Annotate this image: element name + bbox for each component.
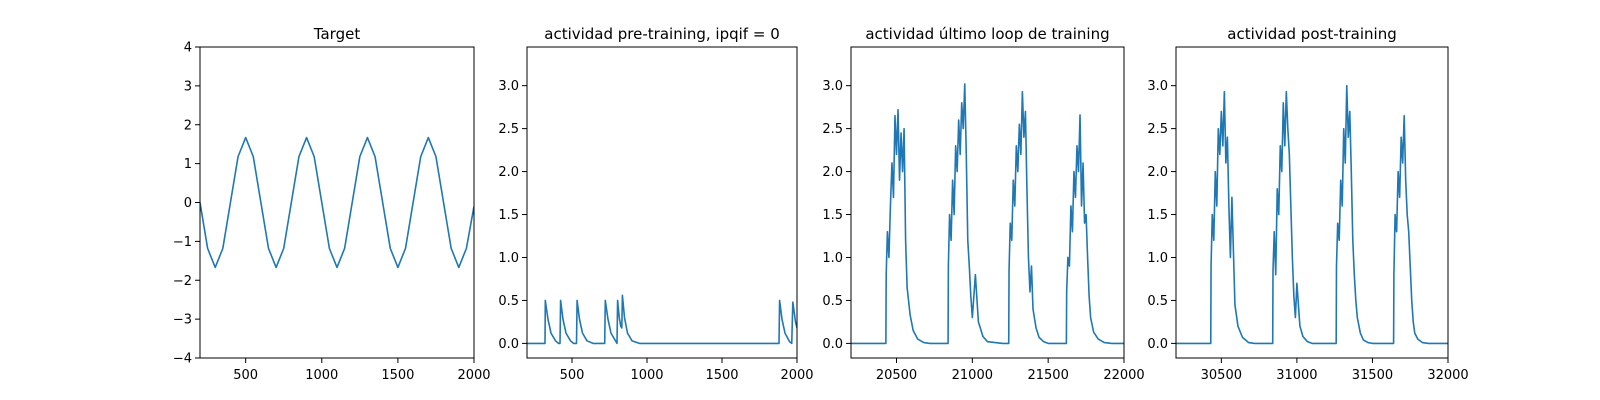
y-tick-label: 2.0 xyxy=(498,165,519,180)
series-line-1 xyxy=(200,136,474,269)
y-tick-label: −1 xyxy=(173,235,192,250)
x-tick-label: 1000 xyxy=(305,368,338,383)
subplots: 500 1000 1500 2000 −4 −3 −2 −1 0 1 2 3 4 Target 500 100… xyxy=(173,25,1469,383)
x-tick-label: 1500 xyxy=(705,368,738,383)
y-tick-label: −3 xyxy=(173,313,192,328)
subplot-title: actividad último loop de training xyxy=(865,25,1109,43)
x-tick-label: 1500 xyxy=(381,368,414,383)
x-tick-label: 22000 xyxy=(1103,368,1144,383)
y-tick-label: 3 xyxy=(184,79,192,94)
y-tick-label: 2.5 xyxy=(1147,122,1168,137)
series-line-1 xyxy=(527,294,797,345)
y-tick-label: 1 xyxy=(184,157,192,172)
y-tick-label: 0.0 xyxy=(1147,337,1168,352)
subplot-title: actividad pre-training, ipqif = 0 xyxy=(544,25,780,43)
y-tick-label: 3.0 xyxy=(1147,79,1168,94)
y-tick-label: 2.5 xyxy=(822,122,843,137)
y-tick-label: 2 xyxy=(184,118,192,133)
series-line-1 xyxy=(851,83,1124,345)
x-tick-label: 31000 xyxy=(1276,368,1317,383)
series-line-1 xyxy=(1176,84,1448,345)
y-tick-label: 3.0 xyxy=(822,79,843,94)
y-tick-label: 1.0 xyxy=(822,251,843,266)
y-tick-label: 1.5 xyxy=(822,208,843,223)
x-tick-label: 32000 xyxy=(1427,368,1468,383)
y-tick-label: 0.5 xyxy=(1147,294,1168,309)
y-tick-label: 2.0 xyxy=(822,165,843,180)
y-tick-label: −4 xyxy=(173,352,192,367)
subplot-3: 20500 21000 21500 22000 0.0 0.5 1.0 1.5 2.0 2.5 3.… xyxy=(822,25,1144,383)
subplot-title: actividad post-training xyxy=(1227,25,1396,43)
x-tick-label: 30500 xyxy=(1201,368,1242,383)
subplot-4: 30500 31000 31500 32000 0.0 0.5 1.0 1.5 2.0 2.5 3.… xyxy=(1147,25,1468,383)
y-tick-label: −2 xyxy=(173,274,192,289)
axes-frame xyxy=(526,46,798,359)
y-tick-label: 2.5 xyxy=(498,122,519,137)
y-tick-label: 1.0 xyxy=(1147,251,1168,266)
subplot-1: 500 1000 1500 2000 −4 −3 −2 −1 0 1 2 3 4 Target xyxy=(173,25,491,383)
axes-frame xyxy=(1175,46,1449,359)
x-tick-label: 20500 xyxy=(876,368,917,383)
x-tick-label: 21000 xyxy=(952,368,993,383)
y-tick-label: 0.0 xyxy=(822,337,843,352)
y-tick-label: 1.0 xyxy=(498,251,519,266)
y-tick-label: 2.0 xyxy=(1147,165,1168,180)
y-tick-label: 0 xyxy=(184,196,192,211)
y-tick-label: 4 xyxy=(184,41,192,56)
x-tick-label: 31500 xyxy=(1352,368,1393,383)
subplot-2: 500 1000 1500 2000 0.0 0.5 1.0 1.5 2.0 2.5 3.0 acti… xyxy=(498,25,813,383)
y-tick-label: 3.0 xyxy=(498,79,519,94)
x-tick-label: 1000 xyxy=(630,368,663,383)
y-tick-label: 0.5 xyxy=(498,294,519,309)
x-tick-label: 21500 xyxy=(1027,368,1068,383)
subplot-title: Target xyxy=(313,25,361,43)
x-tick-label: 2000 xyxy=(457,368,490,383)
y-tick-label: 1.5 xyxy=(498,208,519,223)
y-tick-label: 0.0 xyxy=(498,337,519,352)
x-tick-label: 500 xyxy=(233,368,258,383)
axes-frame xyxy=(850,46,1125,359)
x-tick-label: 2000 xyxy=(780,368,813,383)
y-tick-label: 1.5 xyxy=(1147,208,1168,223)
y-tick-label: 0.5 xyxy=(822,294,843,309)
x-tick-label: 500 xyxy=(560,368,585,383)
